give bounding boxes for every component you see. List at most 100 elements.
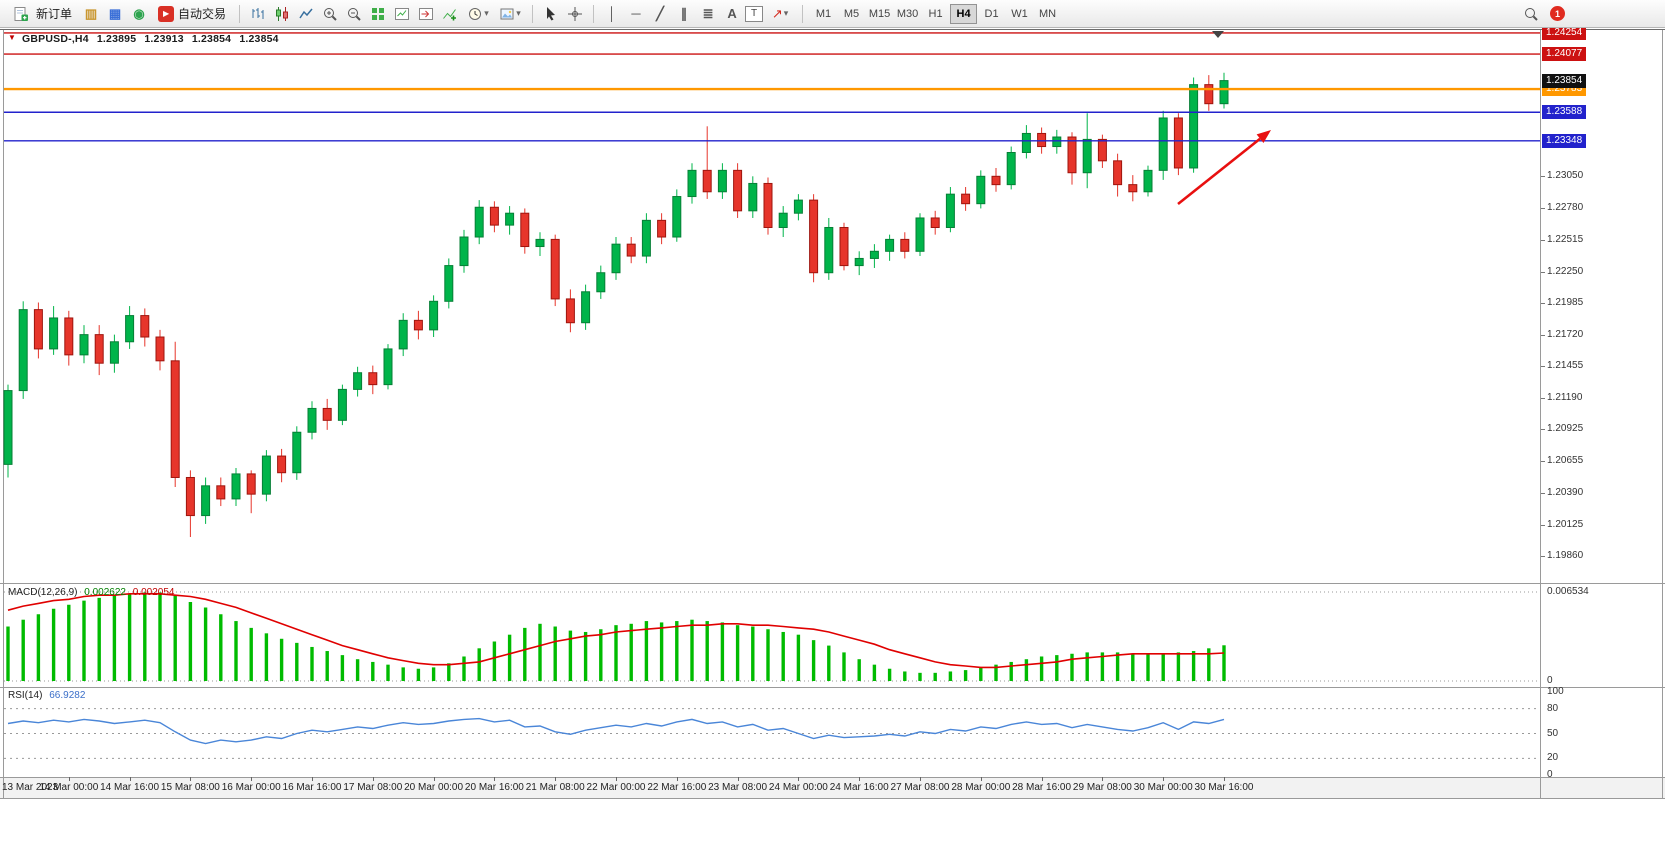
time-axis-tick [798, 777, 800, 781]
toolbar-separator [802, 4, 804, 23]
level-price-box-1.24254: 1.24254 [1542, 25, 1587, 40]
indicators-icon[interactable] [439, 3, 461, 25]
one-click-trading-toggle[interactable]: ▼ [8, 33, 16, 42]
current-price-box: 1.23854 [1542, 73, 1587, 88]
level-price-box-1.23348: 1.23348 [1542, 133, 1587, 148]
macd-scale-max-label: 0.006534 [1547, 586, 1589, 597]
timeframe-M1[interactable]: M1 [815, 7, 832, 20]
zoom-out-icon[interactable] [343, 3, 365, 25]
fibonacci-tool-icon[interactable]: ≣ [702, 5, 714, 21]
trend-arrow-annotation[interactable] [1177, 130, 1271, 206]
crosshair-icon[interactable] [564, 3, 586, 25]
new-order-icon [10, 3, 32, 25]
autotrading-button[interactable]: ▶ 自动交易 [152, 3, 232, 25]
channel-tool-icon[interactable]: ∥ [680, 5, 688, 21]
macd-histogram [6, 592, 1226, 681]
timeframe-W1[interactable]: W1 [1011, 7, 1028, 20]
chart-shift-marker[interactable] [1212, 31, 1224, 38]
macd-main-value: 0.002622 [84, 587, 126, 598]
ohlc-low: 1.23854 [191, 33, 232, 45]
price-scale-tick [1541, 492, 1545, 494]
zoom-in-icon[interactable] [319, 3, 341, 25]
time-axis-strip [0, 778, 1665, 798]
macd-panel-separator[interactable] [0, 583, 1665, 584]
navigator-icon[interactable]: ◉ [133, 5, 145, 21]
chart-shift-icon[interactable] [415, 3, 437, 25]
price-scale-tick [1541, 366, 1545, 368]
time-axis-tick [494, 777, 496, 781]
periods-icon[interactable]: ▾ [463, 3, 493, 25]
toolbar-separator [593, 4, 595, 23]
level-price-box-1.24077: 1.24077 [1542, 47, 1587, 62]
rsi-panel-separator[interactable] [0, 687, 1665, 688]
level-price-box-1.23588: 1.23588 [1542, 105, 1587, 120]
time-axis-separator [0, 777, 1665, 778]
time-axis-label: 16 Mar 00:00 [221, 782, 281, 793]
label-tool-icon[interactable]: T [745, 5, 764, 22]
data-window-icon[interactable]: ▦ [108, 5, 122, 21]
timeframe-M30[interactable]: M30 [896, 7, 919, 20]
rsi-name: RSI(14) [8, 690, 43, 701]
time-axis-tick [1224, 777, 1225, 781]
time-axis-tick [251, 777, 253, 781]
rsi-scale-label-80: 80 [1547, 702, 1559, 714]
macd-signal-line [7, 592, 1225, 669]
time-axis-tick [433, 777, 435, 781]
price-scale-tick [1541, 397, 1545, 399]
time-scale[interactable]: 13 Mar 2023 14 Mar 00:00 14 Mar 16:00 15 Ma… [0, 777, 1665, 798]
macd-signal-value: 0.002054 [132, 587, 175, 598]
time-axis-label: 17 Mar 08:00 [343, 782, 403, 793]
rsi-value: 66.9282 [49, 690, 86, 701]
time-axis-label: 24 Mar 00:00 [768, 782, 828, 793]
chart-ohlc-header: GBPUSD-,H4 1.23895 1.23913 1.23854 1.238… [22, 33, 284, 45]
time-axis-label: 14 Mar 00:00 [39, 782, 99, 793]
market-watch-icon[interactable]: ▥ [84, 5, 98, 21]
dropdown-caret: ▾ [516, 8, 521, 18]
price-scale[interactable]: 1.23050 1.22780 1.22515 1.22250 1.21985 1.217… [1541, 25, 1665, 780]
bar-chart-type-icon[interactable] [247, 3, 269, 25]
time-axis-tick [737, 777, 739, 781]
notification-badge[interactable]: 1 [1550, 6, 1565, 21]
timeframe-H4[interactable]: H4 [950, 3, 978, 24]
rsi-scale-label-20: 20 [1547, 752, 1559, 764]
ohlc-close: 1.23854 [239, 33, 279, 45]
time-axis-label: 20 Mar 00:00 [404, 782, 464, 793]
shapes-tool-icon[interactable]: ↗ ▾ [765, 3, 795, 25]
dropdown-caret: ▾ [783, 8, 789, 18]
horizontal-line-tool-icon[interactable]: ─ [631, 6, 641, 21]
timeframe-M5[interactable]: M5 [843, 7, 860, 20]
time-axis-tick [1041, 777, 1043, 781]
macd-scale-zero-label: 0 [1547, 675, 1553, 686]
time-axis-label: 20 Mar 16:00 [464, 782, 524, 793]
time-axis-label: 27 Mar 08:00 [890, 782, 950, 793]
rsi-indicator-label: RSI(14) 66.9282 [8, 690, 89, 701]
time-axis-tick [859, 777, 861, 781]
cursor-icon[interactable] [540, 3, 562, 25]
line-chart-type-icon[interactable] [295, 3, 317, 25]
timeframe-M15[interactable]: M15 [868, 7, 891, 20]
rsi-scale-label-0: 0 [1547, 769, 1553, 780]
time-axis-tick [312, 777, 313, 781]
candlestick-chart-type-icon[interactable] [271, 3, 293, 25]
tile-windows-icon[interactable] [367, 3, 389, 25]
timeframe-H1[interactable]: H1 [928, 7, 943, 20]
price-axis-label: 1.21720 [1547, 328, 1584, 340]
price-axis-label: 1.23050 [1547, 170, 1584, 182]
text-tool-icon[interactable]: A [727, 6, 737, 21]
vertical-line-tool-icon[interactable]: │ [607, 6, 617, 21]
time-axis-label: 16 Mar 16:00 [282, 782, 342, 793]
time-axis-tick [68, 777, 70, 781]
time-axis-label: 30 Mar 00:00 [1133, 782, 1193, 793]
search-icon[interactable] [1520, 3, 1542, 25]
templates-icon[interactable]: ▾ [495, 3, 525, 25]
trendline-tool-icon[interactable]: ╱ [656, 5, 664, 21]
toolbar-separator [532, 4, 534, 23]
auto-scroll-icon[interactable] [391, 3, 413, 25]
new-order-button[interactable]: 新订单 [4, 3, 78, 25]
timeframe-MN[interactable]: MN [1038, 7, 1057, 20]
macd-indicator-label: MACD(12,26,9) 0.002622 0.002054 [8, 587, 178, 598]
play-glyph: ▶ [162, 9, 170, 18]
timeframe-D1[interactable]: D1 [984, 7, 999, 20]
symbol-label: GBPUSD-,H4 [22, 33, 89, 45]
